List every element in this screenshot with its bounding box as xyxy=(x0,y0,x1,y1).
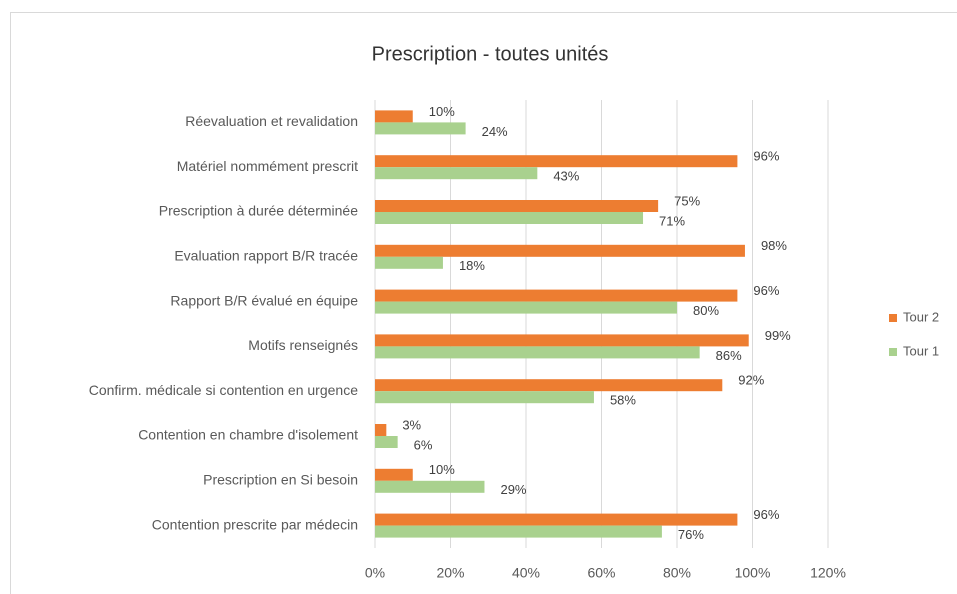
value-label: 29% xyxy=(500,482,526,497)
x-tick-label: 40% xyxy=(512,565,540,581)
x-tick-label: 60% xyxy=(587,565,615,581)
bar xyxy=(375,346,700,359)
bar xyxy=(375,379,723,392)
y-tick-label: Contention prescrite par médecin xyxy=(152,516,358,532)
bar xyxy=(375,436,398,448)
bar xyxy=(375,200,659,212)
bar xyxy=(375,110,413,123)
bar xyxy=(375,244,745,257)
bar xyxy=(375,301,677,314)
y-tick-label: Réevaluation et revalidation xyxy=(185,113,358,129)
y-tick-label: Evaluation rapport B/R tracée xyxy=(174,248,358,264)
y-tick-label: Matériel nommément prescrit xyxy=(177,158,358,174)
value-label: 71% xyxy=(659,213,685,228)
x-tick-label: 100% xyxy=(735,565,771,581)
bar xyxy=(375,424,387,436)
value-label: 99% xyxy=(765,328,791,343)
y-tick-label: Confirm. médicale si contention en urgen… xyxy=(89,382,358,398)
bar xyxy=(375,513,738,526)
value-label: 3% xyxy=(402,417,421,432)
bar xyxy=(375,289,738,302)
legend-swatch xyxy=(889,314,897,322)
x-tick-label: 80% xyxy=(663,565,691,581)
bar xyxy=(375,167,538,180)
value-label: 76% xyxy=(678,527,704,542)
bar xyxy=(375,256,443,269)
value-label: 24% xyxy=(482,124,508,139)
chart-border xyxy=(10,12,957,594)
value-label: 43% xyxy=(553,169,579,184)
bar xyxy=(375,122,466,135)
value-label: 6% xyxy=(414,437,433,452)
y-tick-label: Prescription à durée déterminée xyxy=(159,203,358,219)
bar xyxy=(375,480,485,493)
bar xyxy=(375,212,644,224)
value-label: 98% xyxy=(761,238,787,253)
value-label: 10% xyxy=(429,104,455,119)
y-tick-label: Prescription en Si besoin xyxy=(203,472,358,488)
value-label: 10% xyxy=(429,462,455,477)
x-tick-label: 20% xyxy=(436,565,464,581)
value-label: 58% xyxy=(610,393,636,408)
value-label: 96% xyxy=(753,507,779,522)
value-label: 96% xyxy=(753,283,779,298)
y-tick-label: Contention en chambre d'isolement xyxy=(138,427,358,443)
bar xyxy=(375,155,738,168)
legend-label: Tour 2 xyxy=(903,309,939,324)
bar xyxy=(375,391,594,404)
value-label: 92% xyxy=(738,373,764,388)
x-tick-label: 0% xyxy=(365,565,385,581)
value-label: 96% xyxy=(753,149,779,164)
x-tick-label: 120% xyxy=(810,565,846,581)
bar xyxy=(375,525,662,538)
bar xyxy=(375,334,749,347)
value-label: 18% xyxy=(459,258,485,273)
value-label: 75% xyxy=(674,193,700,208)
chart-title: Prescription - toutes unités xyxy=(372,43,609,65)
y-tick-label: Motifs renseignés xyxy=(248,337,358,353)
legend-label: Tour 1 xyxy=(903,343,939,358)
legend-swatch xyxy=(889,348,897,356)
bar xyxy=(375,468,413,481)
value-label: 86% xyxy=(716,348,742,363)
value-label: 80% xyxy=(693,303,719,318)
y-tick-label: Rapport B/R évalué en équipe xyxy=(170,292,358,308)
